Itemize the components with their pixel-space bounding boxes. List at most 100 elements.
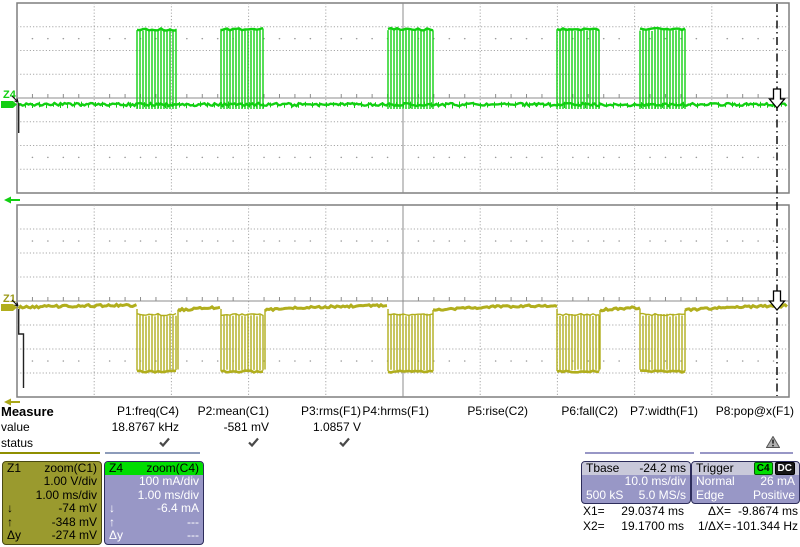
grid-dot	[448, 37, 451, 40]
measure-header-p6[interactable]: P6:fall(C2)	[561, 404, 618, 418]
grid-dot	[155, 156, 157, 159]
grid-dot	[757, 156, 759, 159]
grid-dot	[463, 360, 466, 362]
grid-dot	[62, 156, 65, 159]
grid-dot	[186, 37, 188, 40]
grid-dot	[294, 37, 296, 40]
grid-dot	[695, 156, 698, 159]
z1-function: zoom(C1)	[44, 461, 97, 475]
grid-dot	[726, 360, 729, 362]
max-arrow-icon: ↑	[7, 514, 13, 529]
grid-dot	[695, 37, 698, 40]
p8-underline	[700, 452, 793, 454]
grid-dot	[47, 156, 49, 159]
z4-descriptor-box[interactable]: Z4 zoom(C4) 100 mA/div 1.00 ms/div ↓ -6.…	[104, 461, 204, 545]
measure-value-p3: 1.0857 V	[312, 420, 361, 434]
grid-dot	[602, 240, 605, 242]
z1-level-marker[interactable]	[1, 304, 17, 311]
measure-value-p1: 18.8767 kHz	[111, 420, 179, 434]
timebase-box[interactable]: Tbase -24.2 ms 10.0 ms/div 500 kS 5.0 MS…	[581, 461, 691, 504]
grid-dot	[31, 156, 34, 159]
grid-dot	[618, 37, 620, 40]
grid-dot	[664, 360, 667, 362]
grid-dot	[726, 37, 729, 40]
trace-z1-bursts	[136, 309, 686, 372]
grid-dot	[541, 360, 543, 362]
grid-dot	[525, 156, 528, 159]
grid-dot	[216, 156, 219, 159]
measure-header-p2[interactable]: P2:mean(C1)	[197, 404, 269, 418]
grid-dot	[201, 156, 204, 159]
grid-dot	[186, 240, 188, 242]
measure-header-p8[interactable]: P8:pop@x(F1)	[715, 404, 794, 418]
grid-dot	[294, 156, 296, 159]
cursor-arrow-top[interactable]	[768, 88, 786, 110]
grid-dot	[371, 360, 373, 362]
z1-id: Z1	[7, 461, 22, 475]
grid-dot	[494, 37, 497, 40]
grid-dot	[278, 37, 281, 40]
grid-dot	[77, 156, 80, 159]
grid-dot	[726, 240, 729, 242]
grid-dot	[47, 360, 49, 362]
grid-dot	[309, 240, 312, 242]
grid-dot	[386, 240, 389, 242]
grid-dot	[77, 37, 80, 40]
grid-dot	[371, 240, 373, 242]
measure-status-row: status	[1, 435, 794, 451]
grid-dot	[510, 37, 512, 40]
grid-dot	[77, 240, 80, 242]
measure-header-p4[interactable]: P4:hrms(F1)	[362, 404, 429, 418]
grid-dot	[309, 156, 312, 159]
z1-descriptor-box[interactable]: Z1 zoom(C1) 1.00 V/div 1.00 ms/div ↓ -74…	[2, 461, 102, 545]
grid-dot	[108, 156, 111, 159]
trace-z4-burst-tops	[136, 26, 686, 32]
trigger-box[interactable]: Trigger C4 DC Normal 26 mA Edge Positive	[691, 461, 800, 504]
grid-dot	[757, 37, 759, 40]
measure-status-label: status	[1, 436, 34, 450]
z1-min-value: -74 mV	[58, 501, 97, 516]
grid-dot	[340, 360, 343, 362]
grid-dot	[510, 360, 512, 362]
measure-header-p5[interactable]: P5:rise(C2)	[467, 404, 528, 418]
grid-dot	[726, 156, 729, 159]
grid-dot	[278, 240, 281, 242]
cursor-invdx-value: -101.344 Hz	[732, 519, 798, 533]
cursor-arrow-bottom[interactable]	[768, 290, 786, 312]
grid-dot	[201, 37, 204, 40]
grid-dot	[309, 37, 312, 40]
timebase-rate: 5.0 MS/s	[638, 487, 686, 502]
bottom-panel-zoom-label: Z1	[3, 293, 16, 305]
grid-dot	[741, 360, 744, 362]
trace-z4-bursts	[136, 28, 686, 109]
grid-dot	[371, 37, 373, 40]
measure-value-p2: -581 mV	[223, 420, 269, 434]
grid-dot	[772, 240, 775, 242]
grid-dot	[757, 360, 759, 362]
z4-level-marker[interactable]	[1, 101, 17, 108]
measure-status-p3	[263, 436, 354, 450]
trigger-position-arrow-top[interactable]	[4, 196, 11, 204]
measure-header-p1[interactable]: P1:freq(C4)	[116, 404, 179, 418]
grid-dot	[494, 360, 497, 362]
grid-dot	[263, 156, 265, 159]
grid-dot	[587, 37, 590, 40]
grid-dot	[680, 156, 682, 159]
min-arrow-icon: ↓	[7, 501, 13, 516]
trace-start-artifact-bottom	[18, 309, 25, 388]
p1-underline	[105, 452, 200, 454]
trigger-slope: Positive	[752, 487, 795, 502]
grid-dot	[618, 156, 620, 159]
grid-dot	[757, 240, 759, 242]
measure-header-p7[interactable]: P7:width(F1)	[629, 404, 698, 418]
measure-header-p3[interactable]: P3:rms(F1)	[301, 404, 361, 418]
trigger-position-arrow-bottom[interactable]	[4, 398, 11, 406]
grid-dot	[618, 240, 620, 242]
grid-dot	[772, 156, 775, 159]
grid-dot	[664, 240, 667, 242]
grid-dot	[139, 156, 142, 159]
cursor-dx-label: ΔX=	[707, 504, 731, 518]
measure-table: Measure P1:freq(C4) P2:mean(C1) P3:rms(F1)…	[1, 403, 794, 451]
